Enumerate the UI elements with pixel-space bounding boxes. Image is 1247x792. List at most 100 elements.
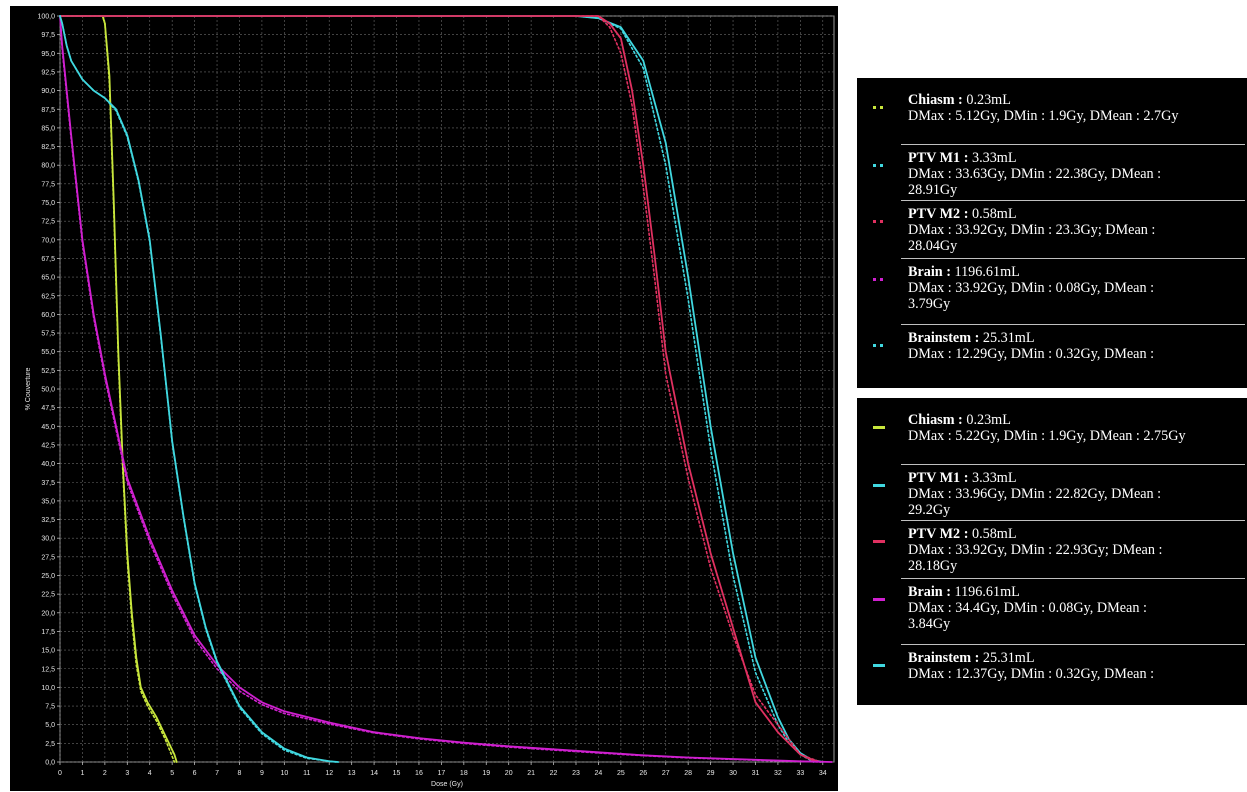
legend-panel-plan-a: Chiasm : 0.23mL DMax : 5.12Gy, DMin : 1.9… [857, 78, 1247, 388]
y-tick-label: 97,5 [41, 32, 55, 39]
x-tick-label: 3 [125, 770, 129, 777]
y-tick-label: 87,5 [41, 107, 55, 114]
legend-dose-stats: 28.18Gy [908, 558, 958, 574]
y-tick-label: 10,0 [41, 685, 55, 692]
legend-divider [901, 324, 1245, 325]
legend-swatch-chiasm [873, 426, 885, 429]
x-tick-label: 29 [707, 770, 715, 777]
legend-structure-name: PTV M1 : [908, 150, 972, 166]
x-tick-label: 6 [193, 770, 197, 777]
x-tick-label: 14 [370, 770, 378, 777]
y-tick-label: 2,5 [45, 741, 55, 748]
x-axis-label: Dose (Gy) [431, 781, 463, 788]
legend-text: Brainstem : 25.31mL DMax : 12.29Gy, DMin … [908, 330, 1238, 362]
legend-text: PTV M2 : 0.58mL DMax : 33.92Gy, DMin : 22… [908, 526, 1238, 574]
legend-structure-name: Chiasm : [908, 412, 967, 428]
x-tick-label: 10 [280, 770, 288, 777]
x-tick-label: 32 [774, 770, 782, 777]
legend-volume: 25.31mL [982, 330, 1035, 346]
legend-volume: 0.23mL [966, 92, 1011, 108]
y-tick-label: 35,0 [41, 498, 55, 505]
legend-name-line: Brain : 1196.61mL [908, 264, 1238, 280]
legend-name-line: Chiasm : 0.23mL [908, 412, 1238, 428]
legend-name-line: Brainstem : 25.31mL [908, 330, 1238, 346]
legend-name-line: PTV M2 : 0.58mL [908, 206, 1238, 222]
x-tick-label: 18 [460, 770, 468, 777]
legend-panel-plan-b: Chiasm : 0.23mL DMax : 5.22Gy, DMin : 1.9… [857, 398, 1247, 705]
dvh-curve-brainstem-dotted [59, 15, 337, 763]
x-tick-label: 28 [684, 770, 692, 777]
y-tick-label: 12,5 [41, 666, 55, 673]
x-tick-label: 17 [437, 770, 445, 777]
x-tick-label: 25 [617, 770, 625, 777]
y-tick-label: 17,5 [41, 629, 55, 636]
legend-swatch-ptv-m2 [873, 220, 885, 223]
legend-swatch-brainstem [873, 664, 885, 667]
legend-swatch-chiasm [873, 106, 885, 109]
legend-text: PTV M1 : 3.33mL DMax : 33.63Gy, DMin : 22… [908, 150, 1238, 198]
dvh-curve-brain-dotted [59, 15, 822, 763]
legend-dose-stats: DMax : 5.22Gy, DMin : 1.9Gy, DMean : 2.7… [908, 428, 1186, 444]
y-tick-label: 82,5 [41, 144, 55, 151]
x-tick-label: 9 [260, 770, 264, 777]
legend-structure-name: PTV M1 : [908, 470, 972, 486]
legend-dose-stats: DMax : 34.4Gy, DMin : 0.08Gy, DMean : [908, 600, 1147, 616]
x-tick-label: 0 [58, 770, 62, 777]
legend-swatch-brain [873, 598, 885, 601]
legend-volume: 1196.61mL [954, 264, 1020, 280]
x-tick-label: 31 [752, 770, 760, 777]
x-tick-label: 22 [550, 770, 558, 777]
y-tick-label: 25,0 [41, 573, 55, 580]
legend-dose-stats: 3.79Gy [908, 296, 951, 312]
y-tick-label: 45,0 [41, 424, 55, 431]
legend-dose-stats: DMax : 33.92Gy, DMin : 22.93Gy; DMean : [908, 542, 1163, 558]
legend-dose-stats: 28.91Gy [908, 182, 958, 198]
x-tick-label: 26 [639, 770, 647, 777]
dvh-chart: 0 1 2 3 4 5 6 7 8 9 10 11 12 13 14 15 16 17 18 19 20 21 22 23 24… [10, 6, 838, 791]
legend-dose-stats: DMax : 33.96Gy, DMin : 22.82Gy, DMean : [908, 486, 1162, 502]
legend-divider [901, 464, 1245, 465]
legend-structure-name: Brain : [908, 264, 955, 280]
y-tick-label: 50,0 [41, 387, 55, 394]
legend-name-line: Chiasm : 0.23mL [908, 92, 1238, 108]
x-tick-label: 1 [80, 770, 84, 777]
y-tick-label: 30,0 [41, 536, 55, 543]
dvh-curve-chiasm-dotted [59, 15, 176, 763]
y-tick-label: 15,0 [41, 648, 55, 655]
y-tick-label: 20,0 [41, 610, 55, 617]
y-tick-label: 95,0 [41, 51, 55, 58]
legend-swatch-brainstem [873, 344, 885, 347]
y-tick-label: 90,0 [41, 88, 55, 95]
y-tick-label: 72,5 [41, 219, 55, 226]
legend-structure-name: PTV M2 : [908, 526, 972, 542]
dvh-plot: 0 1 2 3 4 5 6 7 8 9 10 11 12 13 14 15 16 17 18 19 20 21 22 23 24… [25, 14, 835, 788]
x-tick-label: 30 [729, 770, 737, 777]
x-tick-label: 12 [325, 770, 333, 777]
y-tick-label: 32,5 [41, 517, 55, 524]
y-tick-label: 65,0 [41, 275, 55, 282]
y-tick-label: 37,5 [41, 480, 55, 487]
x-tick-label: 20 [505, 770, 513, 777]
y-tick-label: 77,5 [41, 181, 55, 188]
x-tick-label: 19 [482, 770, 490, 777]
x-tick-label: 23 [572, 770, 580, 777]
y-tick-label: 7,5 [45, 704, 55, 711]
legend-text: Brain : 1196.61mL DMax : 33.92Gy, DMin : … [908, 264, 1238, 312]
x-tick-label: 4 [148, 770, 152, 777]
legend-volume: 3.33mL [971, 150, 1017, 166]
legend-name-line: PTV M2 : 0.58mL [908, 526, 1238, 542]
x-tick-label: 11 [303, 770, 310, 777]
legend-swatch-brain [873, 278, 885, 281]
legend-name-line: Brain : 1196.61mL [908, 584, 1238, 600]
y-tick-label: 55,0 [41, 349, 55, 356]
x-tick-label: 13 [348, 770, 356, 777]
legend-structure-name: Chiasm : [908, 92, 967, 108]
y-tick-label: 57,5 [41, 331, 55, 338]
y-tick-label: 67,5 [41, 256, 55, 263]
legend-structure-name: PTV M2 : [908, 206, 972, 222]
y-tick-label: 92,5 [41, 69, 55, 76]
legend-dose-stats: DMax : 12.37Gy, DMin : 0.32Gy, DMean : [908, 666, 1155, 682]
y-tick-label: 52,5 [41, 368, 55, 375]
legend-dose-stats: DMax : 33.92Gy, DMin : 0.08Gy, DMean : [908, 280, 1155, 296]
y-tick-label: 0,0 [45, 760, 55, 767]
